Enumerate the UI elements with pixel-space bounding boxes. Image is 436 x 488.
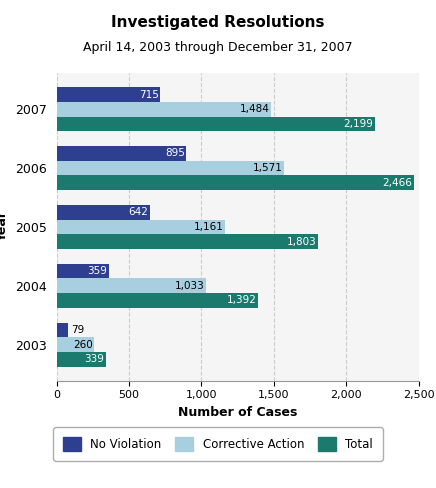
Bar xyxy=(57,175,414,190)
Text: 2,466: 2,466 xyxy=(382,178,412,188)
Text: 1,484: 1,484 xyxy=(240,104,270,114)
Text: 715: 715 xyxy=(139,89,159,100)
Text: 359: 359 xyxy=(87,266,107,276)
Text: 1,033: 1,033 xyxy=(175,281,205,291)
Bar xyxy=(57,234,318,249)
Text: Investigated Resolutions: Investigated Resolutions xyxy=(111,15,325,30)
Text: 1,161: 1,161 xyxy=(194,222,223,232)
Text: 260: 260 xyxy=(73,340,93,349)
Text: 339: 339 xyxy=(85,354,104,365)
Text: April 14, 2003 through December 31, 2007: April 14, 2003 through December 31, 2007 xyxy=(83,41,353,54)
Bar xyxy=(57,220,225,234)
Bar xyxy=(57,205,150,220)
Bar xyxy=(57,87,160,102)
Text: 1,571: 1,571 xyxy=(253,163,283,173)
Bar xyxy=(57,146,186,161)
Y-axis label: Year: Year xyxy=(0,211,10,243)
Bar xyxy=(57,337,94,352)
Bar xyxy=(57,264,109,279)
Text: 2,199: 2,199 xyxy=(344,119,374,129)
Text: 79: 79 xyxy=(71,325,84,335)
Legend: No Violation, Corrective Action, Total: No Violation, Corrective Action, Total xyxy=(53,427,383,461)
Text: 642: 642 xyxy=(128,207,148,217)
Bar xyxy=(57,102,272,117)
X-axis label: Number of Cases: Number of Cases xyxy=(178,406,297,419)
Bar xyxy=(57,117,375,131)
Bar xyxy=(57,352,106,366)
Text: 1,392: 1,392 xyxy=(227,295,257,305)
Bar xyxy=(57,323,68,337)
Text: 1,803: 1,803 xyxy=(286,237,316,246)
Bar xyxy=(57,293,258,308)
Bar xyxy=(57,279,206,293)
Bar xyxy=(57,161,284,175)
Text: 895: 895 xyxy=(165,148,185,159)
